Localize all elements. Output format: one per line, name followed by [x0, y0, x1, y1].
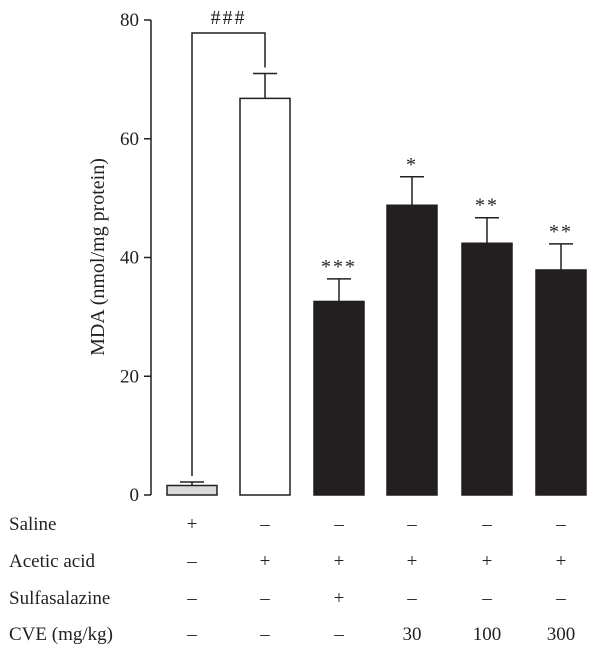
y-tick-label: 20 [120, 366, 139, 387]
comparison-bracket-line [191, 32, 266, 476]
bars: ******** [166, 72, 587, 496]
treatment-cell: – [481, 514, 492, 535]
treatment-table: Saline + – – – – – Acetic acid – + + + + + Sulfasalazi… [9, 514, 575, 645]
treatment-cell: – [406, 588, 417, 609]
significance-label: ** [475, 195, 499, 217]
y-tick-label: 40 [120, 248, 139, 269]
treatment-cell: + [260, 551, 271, 572]
treatment-row-label: Acetic acid [9, 551, 95, 572]
treatment-cell: + [482, 551, 493, 572]
comparison-label: ### [211, 7, 247, 29]
treatment-cell: – [259, 624, 270, 645]
y-ticks: 0 20 40 60 80 [120, 10, 151, 506]
treatment-row-label: CVE (mg/kg) [9, 624, 113, 645]
treatment-cell: + [187, 514, 198, 535]
treatment-cell: + [334, 551, 345, 572]
comparison-bracket: ### [191, 7, 266, 476]
treatment-cell: + [556, 551, 567, 572]
treatment-cell: – [333, 514, 344, 535]
treatment-cell: 300 [547, 624, 576, 645]
bar [166, 484, 218, 496]
treatment-row-label: Saline [9, 514, 57, 535]
y-tick-label: 0 [130, 485, 140, 506]
treatment-cell: + [407, 551, 418, 572]
treatment-cell: – [186, 624, 197, 645]
treatment-cell: – [555, 588, 566, 609]
bar [313, 300, 365, 496]
treatment-cell: + [334, 588, 345, 609]
treatment-cell: – [259, 514, 270, 535]
treatment-cell: – [186, 551, 197, 572]
y-axis-title: MDA (nmol/mg protein) [87, 158, 109, 356]
bar [461, 242, 513, 496]
significance-label: *** [321, 256, 357, 278]
treatment-cell: 30 [403, 624, 422, 645]
bar [239, 97, 291, 496]
bar [535, 269, 587, 496]
treatment-cell: – [406, 514, 417, 535]
significance-label: * [406, 154, 418, 176]
treatment-cell: – [481, 588, 492, 609]
treatment-cell: – [555, 514, 566, 535]
treatment-row-label: Sulfasalazine [9, 588, 110, 609]
treatment-cell: 100 [473, 624, 502, 645]
treatment-cell: – [186, 588, 197, 609]
significance-label: ** [549, 221, 573, 243]
treatment-cell: – [333, 624, 344, 645]
y-tick-label: 60 [120, 129, 139, 150]
treatment-cell: – [259, 588, 270, 609]
bar [386, 204, 438, 496]
y-tick-label: 80 [120, 10, 139, 31]
